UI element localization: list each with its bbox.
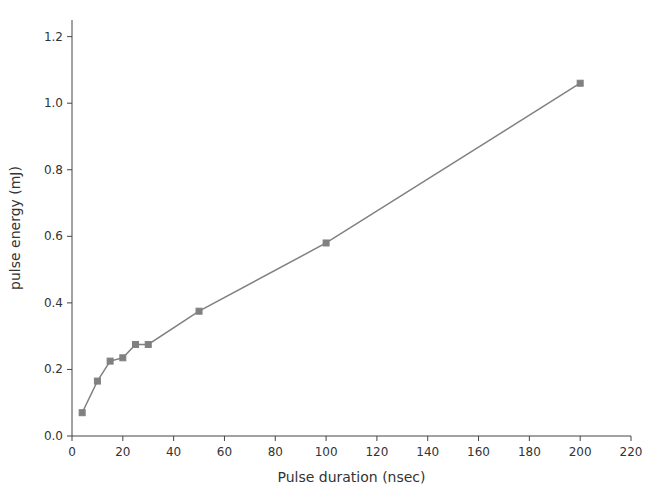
- data-point: [94, 378, 100, 384]
- x-tick-label: 180: [518, 445, 541, 459]
- background: [0, 0, 655, 498]
- x-tick: [224, 436, 225, 441]
- x-tick: [72, 436, 73, 441]
- y-tick: [67, 169, 72, 170]
- x-tick-label: 100: [315, 445, 338, 459]
- data-point: [120, 355, 126, 361]
- data-point: [79, 410, 85, 416]
- x-tick: [122, 436, 123, 441]
- data-point: [577, 80, 583, 86]
- x-tick-label: 140: [416, 445, 439, 459]
- x-axis-label: Pulse duration (nsec): [277, 469, 425, 485]
- data-line: [82, 83, 580, 412]
- data-point: [323, 240, 329, 246]
- y-tick-label: 1.2: [44, 30, 63, 44]
- plot-area: [79, 80, 583, 415]
- x-tick: [376, 436, 377, 441]
- y-tick-label: 0.0: [44, 429, 63, 443]
- y-axis-line: [72, 20, 73, 436]
- chart-container: 0 20 40 60 80 100 120 140 160 180 200 220 0.0 0.2 0.4 0…: [0, 0, 655, 498]
- x-axis-line: [72, 436, 631, 437]
- x-tick: [326, 436, 327, 441]
- x-tick-label: 20: [115, 445, 130, 459]
- y-tick: [67, 369, 72, 370]
- data-point: [133, 341, 139, 347]
- x-tick-label: 220: [620, 445, 643, 459]
- y-tick: [67, 436, 72, 437]
- chart: 0 20 40 60 80 100 120 140 160 180 200 220 0.0 0.2 0.4 0…: [0, 0, 655, 498]
- data-point: [107, 358, 113, 364]
- data-point: [196, 308, 202, 314]
- x-tick-label: 160: [467, 445, 490, 459]
- y-axis-label: pulse energy (mJ): [7, 166, 23, 290]
- x-tick: [275, 436, 276, 441]
- y-tick: [67, 103, 72, 104]
- x-tick: [580, 436, 581, 441]
- x-tick: [478, 436, 479, 441]
- y-tick-label: 0.2: [44, 362, 63, 376]
- x-tick: [173, 436, 174, 441]
- y-tick: [67, 36, 72, 37]
- x-tick-label: 200: [569, 445, 592, 459]
- x-tick: [631, 436, 632, 441]
- y-tick-label: 1.0: [44, 96, 63, 110]
- x-tick-label: 120: [365, 445, 388, 459]
- y-tick: [67, 302, 72, 303]
- axes: 0 20 40 60 80 100 120 140 160 180 200 220 0.0 0.2 0.4 0…: [44, 20, 643, 459]
- x-tick: [529, 436, 530, 441]
- data-point: [145, 341, 151, 347]
- x-tick-label: 0: [68, 445, 76, 459]
- x-tick: [427, 436, 428, 441]
- y-tick: [67, 236, 72, 237]
- y-tick-label: 0.6: [44, 229, 63, 243]
- y-tick-label: 0.8: [44, 163, 63, 177]
- x-tick-label: 80: [268, 445, 283, 459]
- x-tick-label: 40: [166, 445, 181, 459]
- y-tick-label: 0.4: [44, 296, 63, 310]
- x-tick-label: 60: [217, 445, 232, 459]
